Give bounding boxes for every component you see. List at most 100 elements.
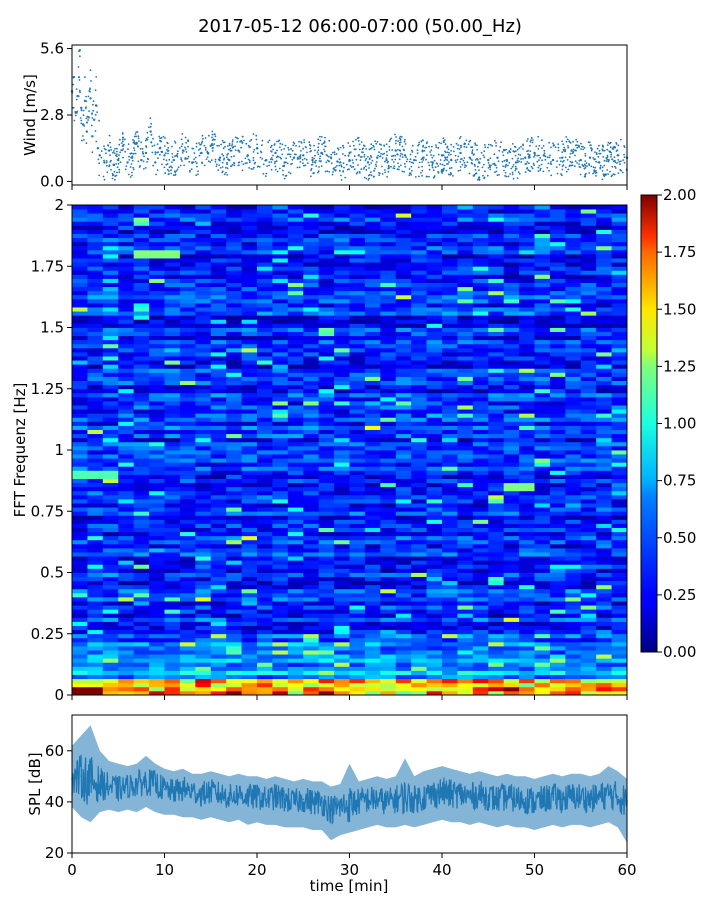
heatmap-cell [195, 580, 212, 586]
wind-point [83, 125, 86, 127]
heatmap-cell [549, 470, 566, 475]
wind-point [122, 136, 124, 139]
heatmap-cell [149, 637, 165, 643]
wind-point [109, 154, 111, 157]
heatmap-cell [133, 633, 150, 639]
heatmap-cell [611, 592, 628, 598]
wind-point [471, 151, 474, 153]
heatmap-cell [549, 486, 566, 492]
wind-point [136, 131, 139, 133]
heatmap-cell [395, 368, 412, 373]
heatmap-cell [272, 478, 289, 484]
heatmap-cell [580, 490, 597, 496]
heatmap-cell [380, 356, 397, 361]
wind-point [534, 154, 536, 157]
heatmap-cell [442, 580, 458, 586]
heatmap-cell [580, 588, 597, 594]
heatmap-cell [349, 584, 366, 590]
heatmap-cell [503, 601, 520, 606]
heatmap-cell [195, 678, 212, 684]
heatmap-cell [549, 548, 566, 553]
heatmap-cell [411, 535, 427, 541]
heatmap-cell [241, 482, 258, 488]
heatmap-cell [118, 646, 135, 651]
heatmap-cell [210, 519, 227, 524]
heatmap-cell [395, 670, 412, 675]
wind-point [384, 160, 386, 163]
heatmap-cell [118, 662, 135, 667]
heatmap-cell [457, 613, 474, 618]
heatmap-cell [534, 454, 551, 459]
heatmap-cell [118, 678, 135, 684]
heatmap-cell [179, 433, 196, 439]
wind-point [146, 157, 149, 160]
heatmap-cell [349, 535, 366, 541]
heatmap-cell [318, 601, 335, 606]
heatmap-cell [133, 543, 150, 549]
heatmap-cell [565, 433, 582, 439]
heatmap-cell [596, 597, 612, 602]
wind-point [343, 166, 345, 169]
wind-point [368, 164, 371, 166]
heatmap-cell [442, 674, 458, 680]
heatmap-cell [241, 335, 258, 341]
wind-point [252, 151, 255, 153]
wind-point [85, 100, 88, 103]
wind-point [203, 164, 206, 167]
wind-point [352, 165, 355, 168]
wind-point [396, 168, 399, 171]
wind-point [480, 151, 483, 154]
heatmap-cell [519, 629, 535, 635]
heatmap-cell [210, 454, 227, 459]
wind-point [336, 147, 339, 150]
heatmap-cell [611, 617, 628, 622]
wind-point [134, 133, 137, 135]
wind-point [567, 145, 569, 147]
heatmap-cell [580, 543, 597, 549]
wind-point [573, 165, 576, 168]
wind-point [382, 153, 384, 156]
wind-point [268, 139, 271, 142]
wind-point [421, 161, 424, 163]
heatmap-cell [195, 564, 212, 569]
heatmap-cell [287, 503, 304, 508]
heatmap-cell [318, 629, 335, 635]
heatmap-cell [210, 662, 227, 667]
heatmap-cell [488, 396, 505, 402]
heatmap-cell [164, 499, 181, 504]
wind-point [330, 157, 333, 160]
heatmap-cell [503, 507, 520, 512]
heatmap-cell [380, 388, 397, 394]
heatmap-cell [549, 552, 566, 557]
heatmap-cell [580, 641, 597, 647]
heatmap-cell [565, 429, 582, 435]
wind-point [559, 160, 562, 163]
heatmap-cell [87, 621, 104, 626]
heatmap-cell [87, 474, 104, 479]
wind-point [364, 159, 367, 162]
heatmap-cell [164, 556, 181, 561]
heatmap-cell [596, 515, 612, 520]
heatmap-cell [334, 560, 350, 565]
heatmap-cell [210, 450, 227, 455]
heatmap-cell [426, 352, 443, 357]
heatmap-cell [179, 560, 196, 565]
heatmap-cell [611, 441, 628, 447]
heatmap-cell [334, 548, 350, 553]
heatmap-cell [426, 474, 443, 479]
wind-point [151, 151, 154, 154]
heatmap-cell [411, 425, 427, 430]
wind-point [373, 169, 375, 172]
wind-point [542, 170, 545, 173]
heatmap-cell [364, 339, 381, 345]
wind-point [98, 154, 101, 157]
wind-point [611, 165, 614, 168]
wind-point [166, 148, 168, 151]
heatmap-cell [272, 433, 289, 439]
heatmap-cell [179, 478, 196, 484]
wind-point [107, 144, 109, 147]
heatmap-cell [287, 388, 304, 394]
heatmap-cell [257, 654, 273, 659]
heatmap-cell [488, 601, 505, 606]
heatmap-cell [457, 425, 474, 430]
